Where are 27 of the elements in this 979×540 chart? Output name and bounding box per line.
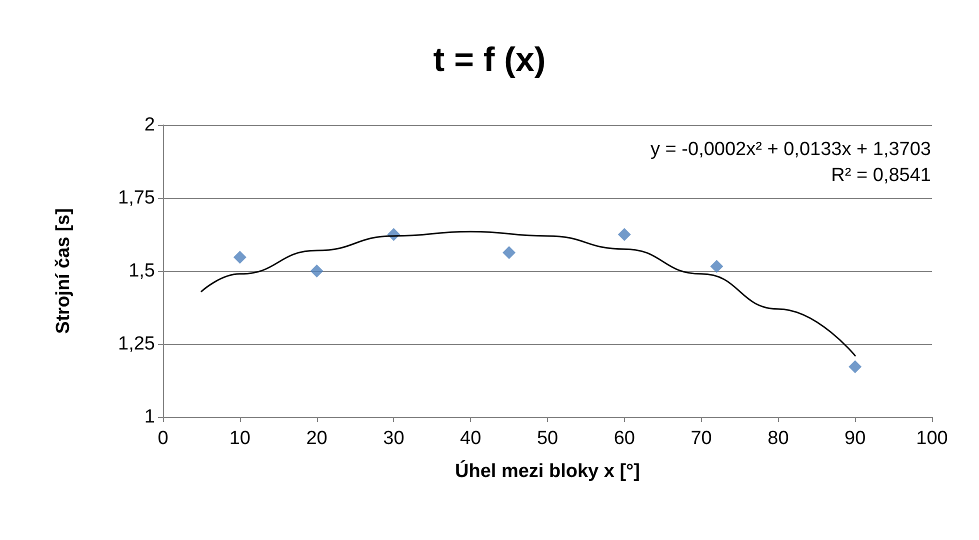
point: [848, 360, 862, 374]
x-tick-label: 60: [614, 428, 635, 449]
chart-title: t = f (x): [433, 41, 546, 79]
y-tick-label: 1: [144, 406, 155, 428]
x-tick-label: 0: [158, 428, 168, 449]
x-tick-label: 40: [460, 428, 482, 449]
x-tick-label: 30: [383, 428, 404, 449]
x-tick-label: 70: [690, 428, 712, 449]
y-tick-label: 1,75: [118, 188, 155, 208]
x-axis-title: Úhel mezi bloky x [°]: [455, 460, 640, 482]
x-tick-label: 80: [768, 428, 789, 449]
point: [618, 228, 631, 241]
x-tick-label: 50: [536, 428, 558, 449]
x-tick-label: 10: [229, 428, 250, 449]
annotation: y = -0,0002x² + 0,0133x + 1,3703: [650, 139, 931, 160]
y-tick-label: 1,5: [128, 260, 155, 282]
x-tick-label: 20: [306, 428, 328, 449]
y-axis-title: Strojní čas [s]: [53, 208, 74, 334]
point: [310, 264, 324, 278]
point: [502, 246, 516, 260]
point: [710, 260, 724, 273]
y-tick-label: 2: [144, 114, 155, 136]
point: [233, 250, 246, 264]
x-tick-label: 100: [916, 428, 948, 449]
annotation: R² = 0,8541: [831, 165, 931, 186]
y-tick-label: 1,25: [118, 334, 155, 354]
x-tick-label: 90: [844, 428, 866, 449]
